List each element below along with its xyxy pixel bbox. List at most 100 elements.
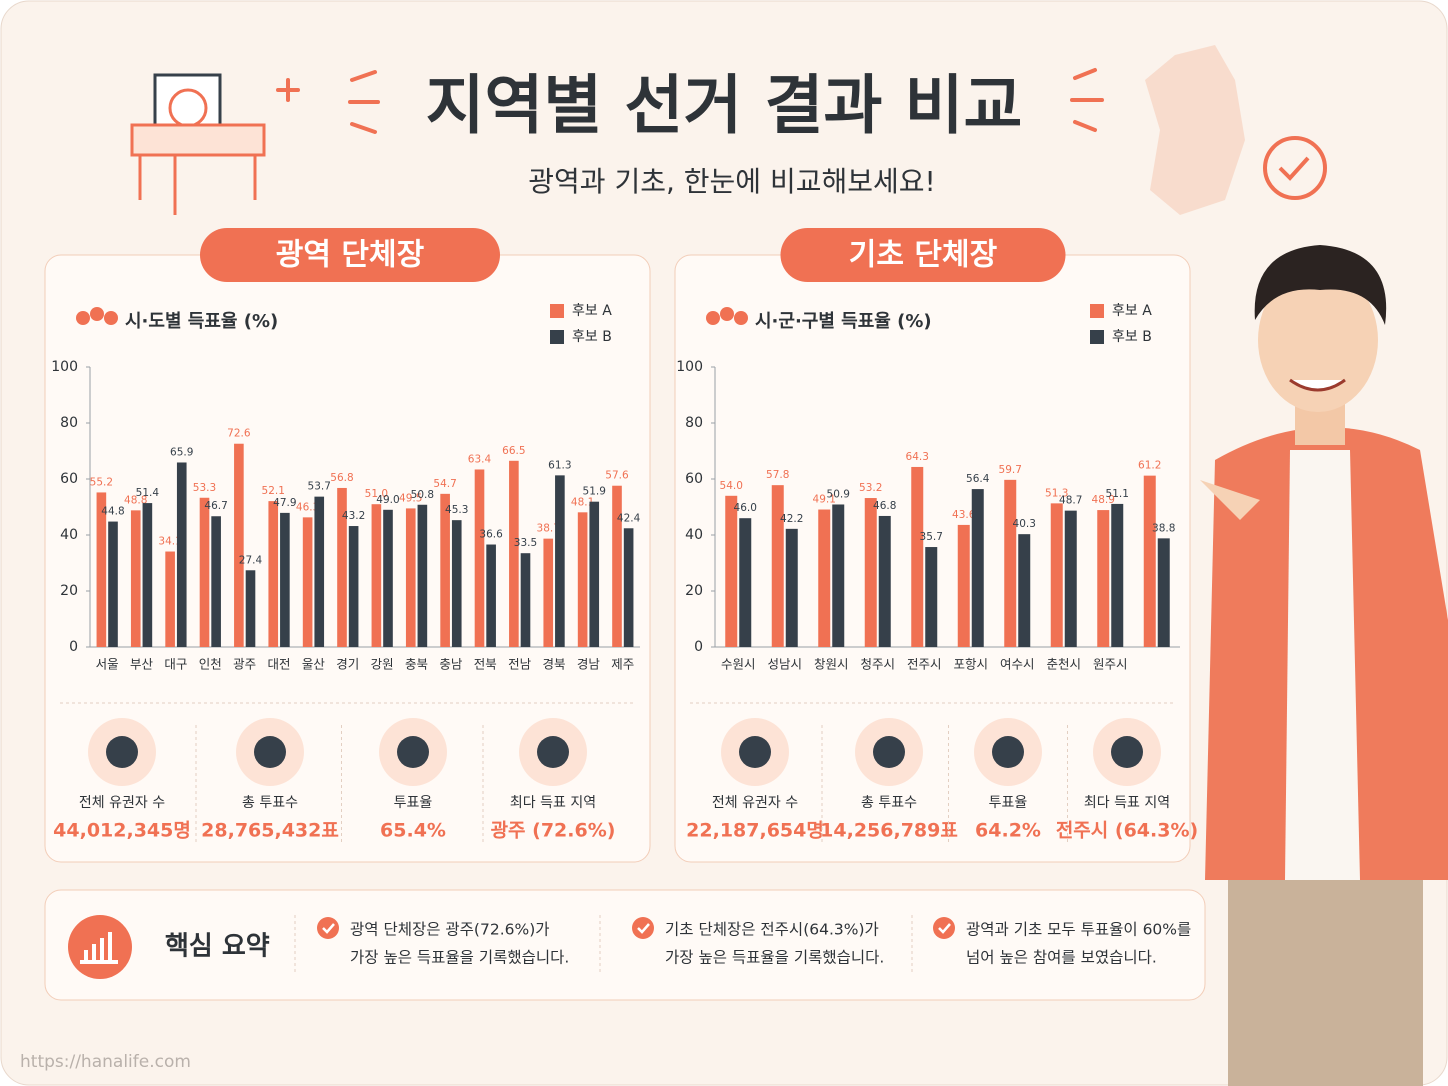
bar bbox=[739, 518, 752, 647]
bar bbox=[108, 521, 118, 647]
value-label: 33.5 bbox=[514, 537, 537, 549]
legend-swatch bbox=[550, 330, 564, 344]
value-label: 44.8 bbox=[101, 506, 124, 518]
map-decoration bbox=[1145, 45, 1245, 215]
panel-title: 광역 단체장 bbox=[276, 238, 425, 273]
value-label: 27.4 bbox=[239, 554, 263, 566]
bar bbox=[417, 504, 428, 647]
panel-title: 기초 단체장 bbox=[849, 238, 998, 273]
check-mark bbox=[938, 923, 951, 934]
value-label: 72.6 bbox=[227, 428, 251, 440]
stat-label: 전체 유권자 수 bbox=[79, 795, 165, 811]
bar bbox=[785, 528, 798, 647]
value-label: 40.3 bbox=[1013, 518, 1036, 530]
footer-url: https://hanalife.com bbox=[20, 1052, 191, 1072]
chart-subtitle: 시·도별 득표율 (%) bbox=[125, 311, 278, 332]
legend-label: 후보 B bbox=[572, 329, 612, 345]
bar bbox=[818, 509, 831, 647]
bar bbox=[142, 503, 153, 647]
value-label: 57.8 bbox=[766, 469, 789, 481]
check-icon bbox=[317, 917, 339, 939]
value-label: 42.4 bbox=[617, 512, 641, 524]
chart-subtitle: 시·군·구별 득표율 (%) bbox=[755, 311, 932, 332]
summary-text: 광역과 기초 모두 투표율이 60%를 bbox=[966, 921, 1191, 939]
stat-label: 전체 유권자 수 bbox=[712, 795, 798, 811]
y-tick-label: 20 bbox=[60, 583, 78, 599]
stat-value: 22,187,654명 bbox=[686, 820, 824, 842]
value-label: 54.7 bbox=[433, 478, 456, 490]
x-tick-label: 여수시 bbox=[1000, 657, 1035, 672]
value-label: 38.7 bbox=[537, 523, 560, 535]
value-label: 55.2 bbox=[90, 476, 113, 488]
x-tick-label: 경기 bbox=[336, 657, 359, 672]
bar bbox=[440, 493, 450, 647]
legend-label: 후보 A bbox=[1112, 303, 1152, 319]
bar bbox=[337, 487, 347, 647]
bar bbox=[577, 512, 588, 647]
bar bbox=[1111, 503, 1124, 647]
people-icon bbox=[104, 311, 118, 325]
bar bbox=[211, 516, 221, 647]
presenter bbox=[1050, 245, 1448, 1086]
bar bbox=[1064, 510, 1077, 647]
bar bbox=[771, 485, 784, 647]
value-label: 34.1 bbox=[158, 536, 181, 548]
page-subtitle: 광역과 기초, 한눈에 비교해보세요! bbox=[528, 165, 935, 198]
value-label: 56.8 bbox=[330, 472, 353, 484]
value-label: 56.4 bbox=[966, 473, 990, 485]
value-label: 51.1 bbox=[1106, 488, 1129, 500]
bar bbox=[486, 544, 496, 647]
value-label: 43.6 bbox=[952, 509, 976, 521]
panel-badge bbox=[200, 228, 500, 282]
bar bbox=[96, 492, 107, 647]
bar bbox=[348, 526, 359, 647]
x-tick-label: 충북 bbox=[405, 657, 428, 672]
page-title: 지역별 선거 결과 비교 bbox=[426, 70, 1023, 144]
x-tick-label: 부산 bbox=[130, 657, 154, 672]
value-label: 48.8 bbox=[124, 494, 147, 506]
x-tick-label: 포항시 bbox=[953, 657, 988, 672]
value-label: 53.3 bbox=[193, 482, 216, 494]
value-label: 48.7 bbox=[1059, 495, 1082, 507]
y-tick-label: 0 bbox=[694, 639, 703, 655]
value-label: 51.9 bbox=[583, 486, 606, 498]
bar bbox=[878, 515, 891, 647]
y-tick-label: 0 bbox=[69, 639, 78, 655]
stat-value: 광주 (72.6%) bbox=[491, 820, 616, 842]
stat-icon bbox=[873, 736, 905, 768]
x-tick-label: 전북 bbox=[474, 657, 497, 672]
x-tick-label: 성남시 bbox=[767, 657, 802, 672]
legend-swatch bbox=[1090, 304, 1104, 318]
stat-icon bbox=[106, 736, 138, 768]
bar bbox=[268, 501, 279, 647]
value-label: 46.7 bbox=[204, 500, 227, 512]
bar bbox=[612, 485, 622, 647]
value-label: 48.9 bbox=[1092, 494, 1115, 506]
check-mark bbox=[637, 923, 650, 934]
bar bbox=[555, 475, 565, 647]
check-bubble bbox=[1263, 136, 1327, 200]
value-label: 63.4 bbox=[468, 453, 492, 465]
summary-box bbox=[44, 889, 1206, 1001]
bar bbox=[971, 489, 984, 647]
people-icon bbox=[76, 311, 90, 325]
legend-swatch bbox=[1090, 330, 1104, 344]
summary-title: 핵심 요약 bbox=[165, 932, 270, 962]
stat-value: 28,765,432표 bbox=[201, 820, 339, 842]
summary-text: 가장 높은 득표율을 기록했습니다. bbox=[665, 949, 884, 967]
value-label: 48.1 bbox=[571, 496, 594, 508]
value-label: 50.8 bbox=[411, 489, 434, 501]
x-tick-label: 충남 bbox=[439, 657, 463, 672]
stat-value: 14,256,789표 bbox=[820, 820, 958, 842]
bar bbox=[957, 524, 970, 647]
bar bbox=[1143, 475, 1156, 647]
check-mark bbox=[1278, 156, 1310, 181]
bar bbox=[405, 508, 416, 647]
value-label: 54.0 bbox=[720, 480, 743, 492]
value-label: 51.0 bbox=[365, 488, 388, 500]
value-label: 51.3 bbox=[1045, 487, 1068, 499]
people-icon bbox=[720, 307, 734, 321]
value-label: 46.8 bbox=[873, 500, 896, 512]
bar bbox=[165, 551, 175, 647]
